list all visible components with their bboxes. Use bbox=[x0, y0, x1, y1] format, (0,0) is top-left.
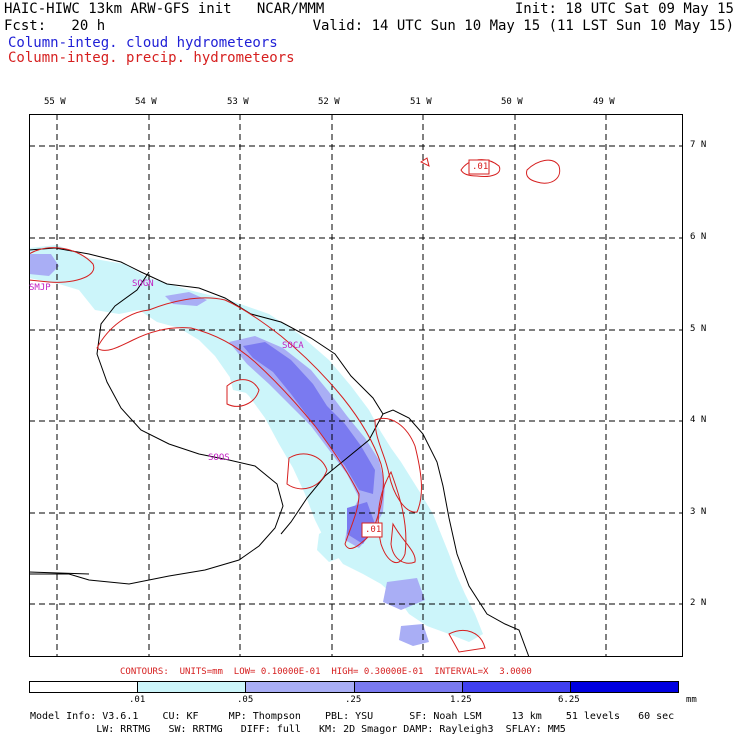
legend-precip: Column-integ. precip. hydrometeors bbox=[8, 50, 295, 66]
lon-label-55w: 55 W bbox=[44, 97, 66, 107]
colorbar-segment-4 bbox=[462, 682, 571, 692]
lon-label-53w: 53 W bbox=[227, 97, 249, 107]
station-soos: SOOS bbox=[208, 453, 230, 463]
init-time: Init: 18 UTC Sat 09 May 15 bbox=[514, 1, 734, 17]
colorbar bbox=[29, 681, 679, 693]
model-info-line1: Model Info: V3.6.1 CU: KF MP: Thompson P… bbox=[30, 711, 675, 722]
lat-label-5n: 5 N bbox=[690, 324, 707, 334]
model-info-line2: LW: RRTMG SW: RRTMG DIFF: full KM: 2D Sm… bbox=[30, 724, 566, 735]
precip-contours bbox=[29, 157, 561, 653]
colorbar-segment-3 bbox=[354, 682, 463, 692]
lon-label-54w: 54 W bbox=[135, 97, 157, 107]
lat-label-6n: 6 N bbox=[690, 232, 707, 242]
contour-label-north: .01 bbox=[472, 162, 489, 172]
colorbar-unit: mm bbox=[686, 695, 697, 705]
colorbar-tick-4: 6.25 bbox=[558, 695, 580, 705]
colorbar-segment-5 bbox=[570, 682, 679, 692]
station-smjp: SMJP bbox=[29, 283, 51, 293]
lon-label-50w: 50 W bbox=[501, 97, 523, 107]
colorbar-tick-2: .25 bbox=[345, 695, 362, 705]
forecast-hour: Fcst: 20 h bbox=[4, 18, 106, 34]
colorbar-tick-3: 1.25 bbox=[450, 695, 472, 705]
lat-label-2n: 2 N bbox=[690, 598, 707, 608]
lat-label-4n: 4 N bbox=[690, 415, 707, 425]
colorbar-tick-0: .01 bbox=[129, 695, 146, 705]
contour-label-box-south bbox=[361, 522, 383, 538]
contour-label-box-north bbox=[468, 159, 490, 175]
map-panel bbox=[29, 114, 683, 657]
run-title: HAIC-HIWC 13km ARW-GFS init NCAR/MMM bbox=[4, 1, 325, 17]
colorbar-segment-2 bbox=[246, 682, 355, 692]
lon-label-52w: 52 W bbox=[318, 97, 340, 107]
legend-cloud: Column-integ. cloud hydrometeors bbox=[8, 35, 278, 51]
station-soca: SOCA bbox=[282, 341, 304, 351]
valid-time: Valid: 14 UTC Sun 10 May 15 (11 LST Sun … bbox=[312, 18, 734, 34]
lon-label-49w: 49 W bbox=[593, 97, 615, 107]
station-sogn: SOGN bbox=[132, 279, 154, 289]
lat-label-3n: 3 N bbox=[690, 507, 707, 517]
colorbar-segment-0 bbox=[30, 682, 139, 692]
contour-info: CONTOURS: UNITS=mm LOW= 0.10000E-01 HIGH… bbox=[120, 667, 532, 677]
map-border bbox=[29, 114, 683, 657]
graticule bbox=[29, 114, 683, 657]
colorbar-tick-1: .05 bbox=[237, 695, 254, 705]
colorbar-segment-1 bbox=[138, 682, 247, 692]
contour-label-south: .01 bbox=[365, 525, 382, 535]
coastline bbox=[29, 247, 530, 657]
lon-label-51w: 51 W bbox=[410, 97, 432, 107]
lat-label-7n: 7 N bbox=[690, 140, 707, 150]
